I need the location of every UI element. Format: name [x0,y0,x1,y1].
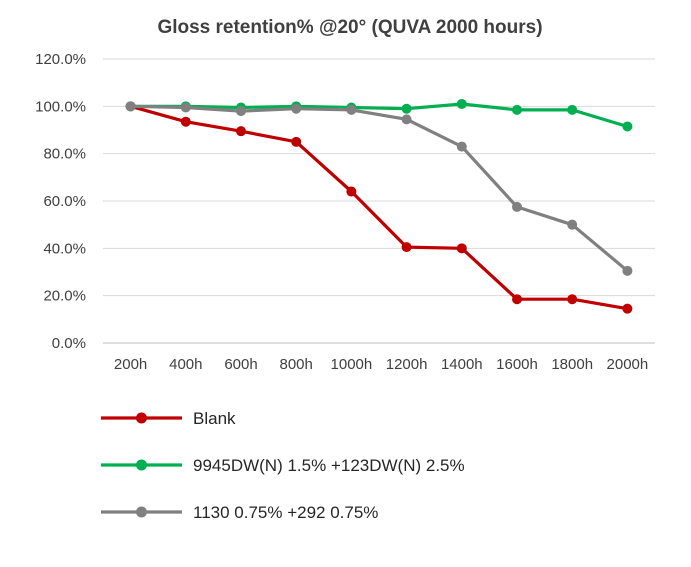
y-tick-label: 120.0% [35,51,86,68]
data-point [180,102,191,113]
data-point [346,186,357,197]
data-point [125,101,136,112]
y-tick-label: 100.0% [35,98,86,115]
data-point [622,265,633,276]
data-point [567,219,578,230]
series-line [129,104,630,273]
series-line [129,102,630,129]
legend-item: Blank [101,409,236,428]
y-tick-label: 20.0% [43,288,86,305]
legend-swatch-marker [136,412,147,424]
data-point [180,116,191,127]
data-point [401,114,412,125]
series-lines [125,98,633,314]
legend-swatch-marker [136,506,147,518]
y-tick-label: 40.0% [43,240,86,257]
data-point [622,303,633,314]
legend-swatch-marker [136,459,147,471]
data-point [456,243,467,254]
legend: Blank 9945DW(N) 1.5% +123DW(N) 2.5% 1130 0… [101,409,465,522]
data-point [346,104,357,115]
data-point [456,98,467,109]
data-point [291,136,302,147]
x-tick-label: 1800h [551,356,593,373]
x-tick-label: 800h [280,356,313,373]
series-1 [125,101,633,314]
data-point [567,104,578,115]
data-point [512,104,522,115]
legend-label: 1130 0.75% +292 0.75% [193,503,378,522]
data-point [401,103,412,114]
chart-title: Gloss retention% @20° (QUVA 2000 hours) [157,17,542,38]
x-tick-label: 600h [224,356,257,373]
x-tick-label: 400h [169,356,202,373]
data-point [236,126,246,137]
x-tick-label: 1400h [441,356,483,373]
x-axis-ticks: 200h 400h 600h 800h 1000h 1200h 1400h 1600h 1800… [114,356,648,373]
legend-label: 9945DW(N) 1.5% +123DW(N) 2.5% [193,456,465,475]
legend-label: Blank [193,409,236,428]
legend-item: 9945DW(N) 1.5% +123DW(N) 2.5% [101,456,465,475]
data-point [512,294,522,305]
data-point [291,103,302,114]
y-tick-label: 0.0% [52,335,86,352]
legend-item: 1130 0.75% +292 0.75% [101,503,378,522]
x-tick-label: 1200h [386,356,428,373]
series-line [129,104,630,311]
x-tick-label: 200h [114,356,147,373]
x-tick-label: 1000h [331,356,373,373]
y-tick-label: 80.0% [43,146,86,163]
series-3 [125,101,633,276]
x-tick-label: 1600h [496,356,538,373]
data-point [512,201,522,212]
data-point [622,121,633,132]
y-tick-label: 60.0% [43,193,86,210]
y-axis-ticks: 0.0% 20.0% 40.0% 60.0% 80.0% 100.0% 120.0% [35,51,86,352]
data-point [236,106,246,117]
data-point [567,294,578,305]
data-point [401,242,412,253]
data-point [456,141,467,152]
x-tick-label: 2000h [607,356,649,373]
